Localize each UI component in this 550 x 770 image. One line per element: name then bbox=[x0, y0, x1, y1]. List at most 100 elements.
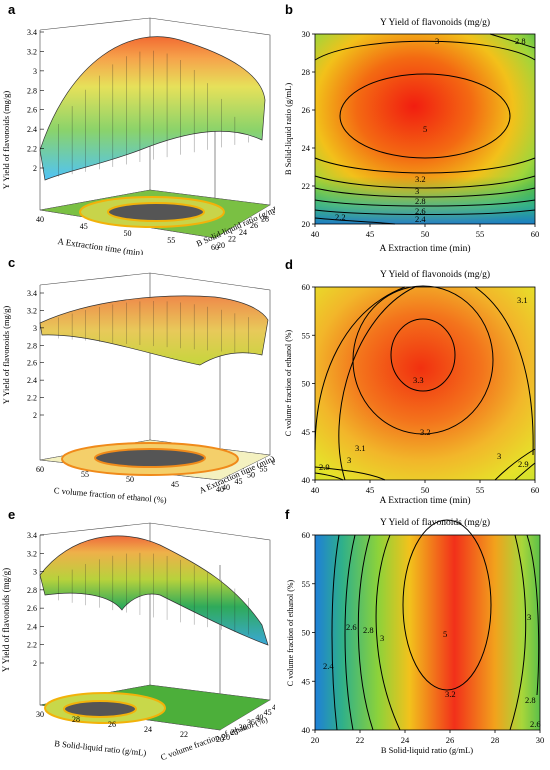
xtick-label: 50 bbox=[421, 485, 430, 495]
panel-f-xlabel: B Solid-liquid ratio (g/mL) bbox=[381, 745, 473, 755]
panel-a-xticks: 40 45 50 55 60 bbox=[36, 215, 219, 252]
xtick-label: 28 bbox=[72, 715, 80, 724]
panel-e-floor-contour-inner bbox=[63, 700, 137, 718]
xtick-label: 55 bbox=[81, 470, 89, 479]
panel-c-zticks: 2 2.2 2.4 2.6 2.8 3 3.2 3.4 bbox=[27, 289, 44, 420]
panel-f-clabel: 2.4 bbox=[323, 661, 334, 671]
ytick-label: 55 bbox=[302, 579, 311, 589]
panel-b-contour-labels: 3 2.8 5 3.2 3 2.8 2.6 2.4 2.2 bbox=[335, 36, 526, 224]
ytick-label: 28 bbox=[302, 67, 311, 77]
ytick-label: 30 bbox=[239, 723, 247, 732]
ztick-label: 2.8 bbox=[27, 86, 37, 95]
ztick-label: 2.6 bbox=[27, 604, 37, 613]
panel-b-contour-2-2 bbox=[314, 217, 396, 225]
panel-d-contour-3-1 bbox=[314, 286, 534, 456]
xtick-label: 40 bbox=[36, 215, 44, 224]
panel-e-zlabel: Y Yield of flavonoids (mg/g) bbox=[1, 568, 11, 672]
panel-b-contour-3-upper bbox=[314, 40, 536, 61]
panel-b-contour-2-4 bbox=[314, 209, 536, 215]
panel-d-clabel: 3.1 bbox=[517, 295, 528, 305]
panel-d-clabel: 3 bbox=[347, 455, 351, 465]
panel-b-clabel: 2.4 bbox=[415, 214, 426, 224]
panel-d-label: d bbox=[285, 257, 293, 272]
panel-b-contour-3-2 bbox=[314, 157, 536, 174]
panel-a-surface-mesh bbox=[58, 50, 249, 177]
xtick-label: 40 bbox=[311, 229, 320, 239]
panel-c-zlabel: Y Yield of flavonoids (mg/g) bbox=[1, 306, 11, 405]
panel-b-clabel: 3 bbox=[435, 36, 439, 46]
xtick-label: 50 bbox=[124, 229, 132, 238]
ytick-label: 40 bbox=[302, 475, 311, 485]
panel-b-label: b bbox=[285, 2, 293, 17]
panel-a-zticks: 2 2.2 2.4 2.6 2.8 3 3.2 3.4 bbox=[27, 28, 44, 173]
ytick-label: 20 bbox=[222, 733, 230, 742]
panel-c-surface bbox=[39, 295, 269, 366]
ztick-label: 3.4 bbox=[27, 289, 37, 298]
panel-b-title: Y Yield of flavonoids (mg/g) bbox=[380, 17, 490, 28]
panel-b-svg: b Y Yield of flavonoids (mg/g) 3 2.8 5 3… bbox=[283, 2, 540, 254]
ytick-label: 50 bbox=[302, 379, 311, 389]
panel-f-clabel: 3 bbox=[527, 612, 531, 622]
panel-e-xlabel: B Solid-liquid ratio (g/mL) bbox=[54, 738, 147, 758]
ytick-label: 24 bbox=[239, 228, 247, 237]
panel-d-contour-2-9-left bbox=[314, 472, 344, 481]
panel-a-zlabel: Y Yield of flavonoids (mg/g) bbox=[1, 91, 11, 190]
ztick-label: 2 bbox=[33, 164, 37, 173]
xtick-label: 20 bbox=[216, 735, 224, 744]
ytick-label: 30 bbox=[302, 29, 311, 39]
panel-f-contour-3-2 bbox=[402, 519, 492, 691]
panel-d-contour-2-9 bbox=[514, 462, 536, 481]
panel-f-clabel: 3.2 bbox=[445, 689, 456, 699]
ztick-label: 3 bbox=[33, 324, 37, 333]
panel-f-yticks: 40 45 50 55 60 bbox=[302, 530, 315, 735]
panel-c: c 2 2.2 2.4 2.6 2.8 3 3.2 3.4 Y Yield of flavon… bbox=[0, 255, 280, 505]
ztick-label: 2.8 bbox=[27, 341, 37, 350]
panel-d-contour-3-1-b bbox=[338, 286, 416, 481]
panel-e-label: e bbox=[8, 507, 15, 522]
ytick-label: 50 bbox=[302, 628, 311, 638]
xtick-label: 22 bbox=[356, 735, 365, 745]
panel-d-clabel: 3.2 bbox=[420, 427, 431, 437]
panel-e-xticks: 30 28 26 24 22 20 bbox=[36, 710, 224, 744]
xtick-label: 26 bbox=[446, 735, 455, 745]
ytick-label: 22 bbox=[302, 181, 311, 191]
panel-d-contour-3-2 bbox=[352, 285, 494, 435]
panel-d-clabel: 3.1 bbox=[355, 443, 366, 453]
panel-f-contour-2-8 bbox=[357, 534, 540, 731]
panel-e-surface-mesh bbox=[58, 552, 249, 635]
ztick-label: 2.6 bbox=[27, 106, 37, 115]
panel-b: b Y Yield of flavonoids (mg/g) 3 2.8 5 3… bbox=[275, 0, 550, 255]
panel-d-clabel: 2.9 bbox=[518, 459, 529, 469]
xtick-label: 60 bbox=[211, 243, 219, 252]
ytick-label: 60 bbox=[302, 530, 311, 540]
xtick-label: 45 bbox=[366, 229, 375, 239]
ztick-label: 3 bbox=[33, 568, 37, 577]
ztick-label: 3.2 bbox=[27, 306, 37, 315]
panel-f-xticks: 20 22 24 26 28 30 bbox=[311, 730, 544, 745]
panel-c-surface-mesh bbox=[58, 301, 249, 354]
panel-d-contour-3-3 bbox=[390, 318, 456, 392]
panel-f-label: f bbox=[285, 507, 290, 522]
panel-a-floor-contour-inner bbox=[107, 202, 205, 222]
panel-f-contour-2-6 bbox=[344, 534, 356, 731]
ytick-label: 50 bbox=[247, 471, 255, 480]
ztick-label: 2.8 bbox=[27, 586, 37, 595]
xtick-label: 60 bbox=[531, 229, 540, 239]
panel-d-contour-labels: 3.1 3.3 3.2 3.1 3 2.9 3 2.9 bbox=[319, 295, 529, 472]
ytick-label: 60 bbox=[302, 282, 311, 292]
panel-b-clabel: 5 bbox=[423, 124, 427, 134]
panel-f-clabel: 2.8 bbox=[363, 625, 374, 635]
panel-d-clabel: 3.3 bbox=[413, 375, 424, 385]
panel-d-heatmap bbox=[315, 287, 535, 480]
panel-b-contour-2-8 bbox=[314, 187, 536, 198]
ztick-label: 2 bbox=[33, 411, 37, 420]
panel-b-ylabel: B Solid-liquid ratio (g/mL) bbox=[283, 83, 293, 175]
panel-d-clabel: 3 bbox=[497, 451, 501, 461]
panel-b-contours bbox=[314, 33, 536, 225]
panel-c-xticks: 60 55 50 45 40 bbox=[36, 465, 224, 494]
panel-c-svg: c 2 2.2 2.4 2.6 2.8 3 3.2 3.4 Y Yield of flavon… bbox=[1, 255, 280, 505]
ytick-label: 45 bbox=[302, 427, 311, 437]
xtick-label: 55 bbox=[167, 236, 175, 245]
ytick-label: 28 bbox=[261, 215, 269, 224]
panel-b-clabel: 3 bbox=[415, 186, 419, 196]
